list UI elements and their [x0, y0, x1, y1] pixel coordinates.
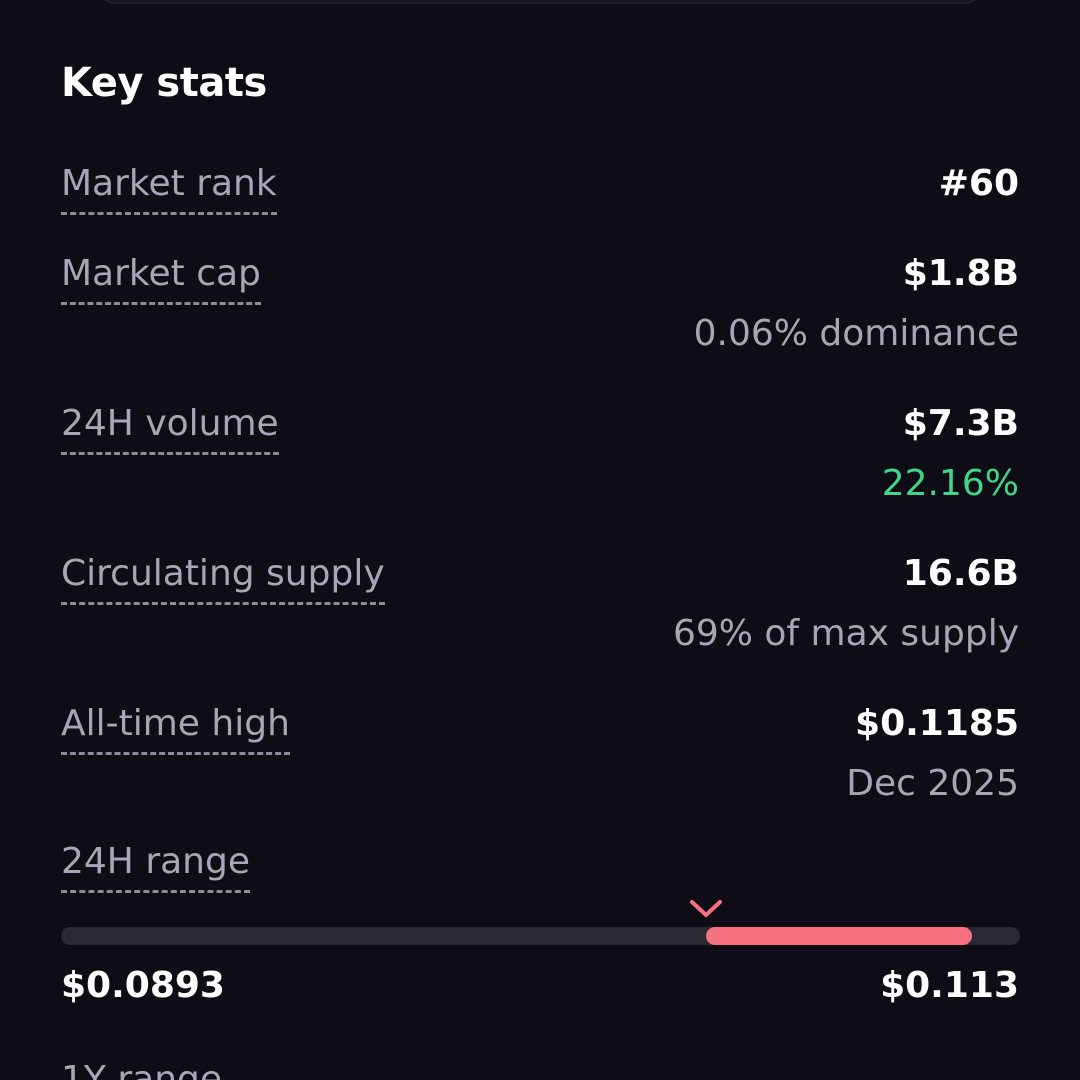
- section-title: Key stats: [61, 60, 267, 106]
- circulating-supply-label[interactable]: Circulating supply: [61, 552, 385, 605]
- range-24h-fill: [706, 927, 973, 945]
- all-time-high-value: $0.1185: [855, 703, 1019, 744]
- range-24h-track: [61, 927, 1020, 945]
- market-cap-label[interactable]: Market cap: [61, 252, 261, 305]
- market-cap-dominance: 0.06% dominance: [693, 313, 1019, 354]
- all-time-high-label[interactable]: All-time high: [61, 702, 290, 755]
- volume-24h-change: 22.16%: [881, 463, 1019, 504]
- range-1y-label[interactable]: 1Y range: [61, 1059, 223, 1080]
- previous-card-edge: [90, 0, 990, 4]
- market-cap-value: $1.8B: [902, 253, 1019, 294]
- market-rank-value: #60: [938, 163, 1019, 204]
- circulating-supply-value: 16.6B: [902, 553, 1019, 594]
- circulating-supply-max-percent: 69% of max supply: [672, 613, 1019, 654]
- chevron-down-icon: [690, 900, 723, 917]
- volume-24h-value: $7.3B: [902, 403, 1019, 444]
- market-rank-label[interactable]: Market rank: [61, 162, 277, 215]
- range-24h-low: $0.0893: [61, 965, 225, 1006]
- range-24h-high: $0.113: [880, 965, 1019, 1006]
- all-time-high-date: Dec 2025: [846, 763, 1019, 804]
- volume-24h-label[interactable]: 24H volume: [61, 402, 279, 455]
- range-24h-label[interactable]: 24H range: [61, 840, 250, 893]
